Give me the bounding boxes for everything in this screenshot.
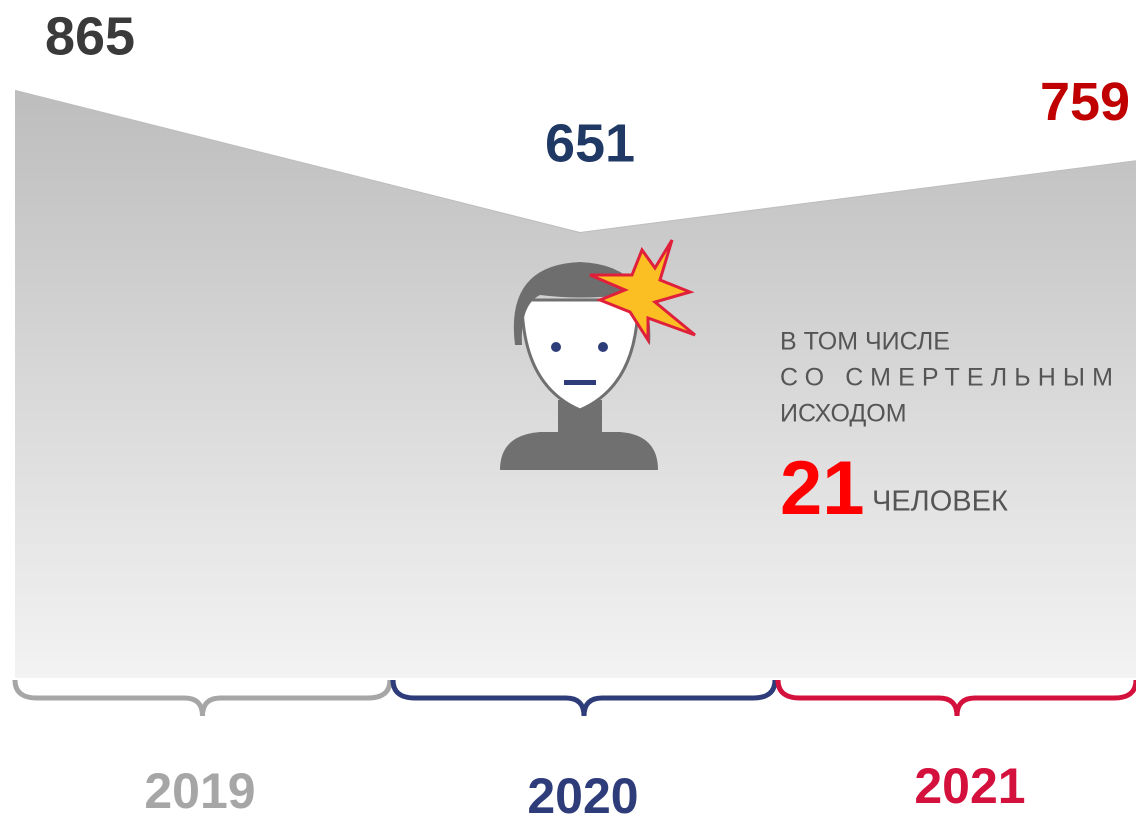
area-top [14, 89, 1136, 233]
year-label: 2019 [144, 763, 255, 817]
value-label: 865 [45, 7, 135, 67]
value-label: 651 [545, 114, 635, 174]
note-line: ИСХОДОМ [780, 400, 907, 428]
brace [390, 679, 778, 717]
year-label: 2020 [527, 768, 638, 817]
note-number: 21 [780, 446, 865, 531]
note-line: В ТОМ ЧИСЛЕ [780, 328, 950, 356]
year-label: 2021 [914, 758, 1025, 814]
brace [775, 679, 1136, 717]
brace [12, 679, 393, 717]
note-unit: ЧЕЛОВЕК [872, 486, 1008, 518]
person-icon [500, 239, 696, 470]
value-label: 759 [1040, 72, 1130, 132]
